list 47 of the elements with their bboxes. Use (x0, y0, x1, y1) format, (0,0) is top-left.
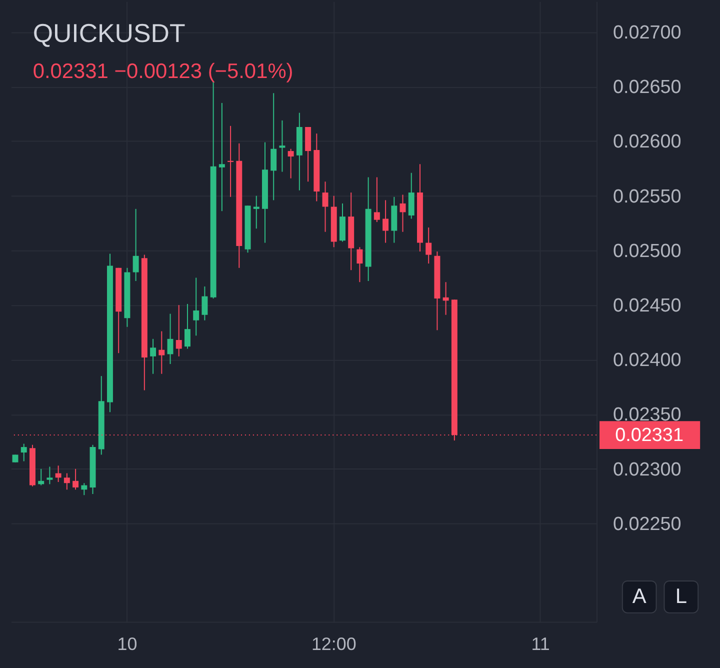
candlestick (288, 148, 294, 179)
x-tick-label: 12:00 (311, 634, 356, 654)
text: A (632, 584, 646, 608)
candlestick (218, 102, 225, 212)
candlestick (184, 303, 190, 350)
candlestick (176, 304, 182, 357)
candlestick (132, 208, 139, 282)
y-tick-label: 0.02450 (612, 296, 682, 317)
ref-line-label: 0.02331 (615, 425, 684, 446)
candlestick (253, 195, 260, 230)
candlestick (426, 226, 432, 264)
candlestick (356, 246, 363, 283)
candlestick (158, 330, 165, 374)
candlestick (228, 125, 234, 198)
candlestick (322, 181, 328, 232)
y-tick-label: 0.02700 (612, 22, 682, 44)
y-tick-label: 0.02250 (612, 514, 682, 535)
candlestick (374, 176, 380, 223)
text: QUICKUSDT (32, 20, 186, 48)
x-tick-label: 11 (531, 634, 550, 654)
y-tick-label: 0.02550 (612, 186, 682, 208)
candlestick (46, 466, 53, 485)
candlestick (150, 338, 156, 374)
candlestick (64, 472, 70, 490)
y-tick-label: 0.02350 (612, 404, 682, 426)
candlestick (442, 282, 449, 316)
candlestick (38, 468, 44, 486)
candlestick (72, 468, 79, 490)
candlestick (400, 194, 406, 232)
candlestick (81, 482, 88, 496)
x-tick-label: 10 (117, 634, 138, 654)
candlestick (279, 120, 286, 172)
y-tick-label: 0.02400 (612, 350, 682, 372)
y-tick-label: 0.02600 (612, 132, 682, 153)
y-tick-label: 0.02650 (612, 77, 682, 98)
text: L (675, 584, 687, 608)
candlestick (20, 443, 27, 462)
text: 0.02331 −0.00123 (−5.01%) (32, 60, 294, 84)
candlestick (167, 313, 174, 365)
candlestick (382, 200, 389, 244)
candlestick (202, 286, 208, 321)
y-tick-label: 0.02500 (612, 240, 682, 262)
y-tick-label: 0.02300 (612, 459, 682, 480)
candlestick (408, 172, 414, 220)
candlestick (270, 92, 277, 201)
candlestick (193, 277, 200, 336)
candlestick (55, 465, 62, 482)
